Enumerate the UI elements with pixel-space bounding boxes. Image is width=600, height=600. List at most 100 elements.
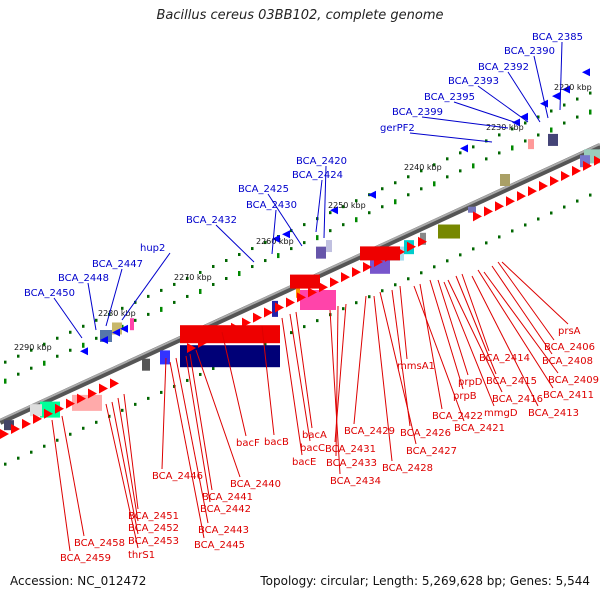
upper-callout-line bbox=[421, 116, 509, 129]
lower-gene-label: bacF bbox=[236, 438, 260, 449]
upper-gene-label: BCA_2430 bbox=[246, 200, 297, 211]
gene-block bbox=[112, 322, 122, 335]
track-dot bbox=[69, 330, 72, 334]
forward-gene-block bbox=[360, 246, 400, 261]
upper-callout-line bbox=[323, 165, 327, 239]
upper-gene-label: hup2 bbox=[140, 243, 165, 254]
track-dot bbox=[17, 456, 20, 460]
track-dot bbox=[277, 253, 280, 259]
lower-callout-line bbox=[477, 269, 554, 389]
gene-block bbox=[296, 287, 300, 298]
gene-labels: BCA_2385 BCA_2390 BCA_2392 BCA_2393 BCA_2395… bbox=[24, 32, 599, 564]
track-dot bbox=[433, 163, 436, 167]
track-dot bbox=[420, 187, 423, 191]
lower-gene-label: BCA_2428 bbox=[382, 463, 433, 474]
lower-gene-label: BCA_2451 bbox=[128, 511, 179, 522]
forward-gene-arrow bbox=[330, 277, 339, 288]
lower-callout-line bbox=[419, 283, 443, 410]
track-dot bbox=[537, 115, 540, 119]
track-dot bbox=[30, 366, 33, 370]
forward-gene-arrow bbox=[275, 302, 284, 313]
track-dot bbox=[407, 277, 410, 281]
forward-gene-arrow bbox=[66, 398, 75, 409]
track-dot bbox=[589, 91, 592, 95]
track-dot bbox=[173, 300, 176, 304]
upper-gene-label: BCA_2448 bbox=[58, 273, 109, 284]
lower-callout-line bbox=[295, 311, 313, 429]
gene-block bbox=[500, 174, 510, 186]
track-dot bbox=[433, 265, 436, 269]
track-dot bbox=[524, 139, 527, 143]
lower-callout-line bbox=[391, 289, 411, 427]
lower-gene-label: BCA_2434 bbox=[330, 476, 381, 487]
track-dot bbox=[173, 282, 176, 286]
forward-gene-arrow bbox=[33, 413, 42, 424]
lower-gene-label: BCA_2413 bbox=[528, 408, 579, 419]
reverse-gene-arrow bbox=[100, 336, 108, 344]
reverse-gene-arrow bbox=[520, 112, 528, 121]
lower-gene-label: bacE bbox=[292, 457, 316, 468]
track-dot bbox=[446, 175, 449, 179]
upper-gene-label: BCA_2424 bbox=[292, 170, 343, 181]
track-dot bbox=[134, 318, 137, 322]
lower-gene-label: BCA_2433 bbox=[326, 458, 377, 469]
track-dot bbox=[264, 343, 267, 347]
lower-gene-label: BCA_2426 bbox=[400, 428, 451, 439]
lower-callout-line bbox=[329, 309, 341, 475]
lower-gene-label: BCA_2452 bbox=[128, 523, 179, 534]
forward-gene-arrow bbox=[242, 317, 251, 328]
reverse-gene-arrow bbox=[368, 190, 376, 199]
lower-callout-line bbox=[195, 349, 241, 478]
track-dot bbox=[108, 414, 111, 418]
track-dot bbox=[342, 307, 345, 311]
track-dot bbox=[394, 181, 397, 185]
map-title: Bacillus cereus 03BB102, complete genome bbox=[156, 8, 444, 23]
scale-tick-label: 2240 kbp bbox=[404, 163, 442, 172]
lower-gene-label: BCA_2427 bbox=[406, 446, 457, 457]
gene-block bbox=[72, 394, 102, 411]
track-dot bbox=[563, 103, 566, 107]
lower-gene-label: BCA_2446 bbox=[152, 471, 203, 482]
track-dot bbox=[524, 223, 527, 227]
lower-callout-line bbox=[281, 317, 303, 456]
lower-gene-label: BCA_2458 bbox=[74, 538, 125, 549]
track-dot bbox=[238, 271, 241, 277]
upper-callout-line bbox=[533, 55, 549, 119]
lower-callout-line bbox=[461, 273, 490, 352]
track-dot bbox=[95, 420, 98, 424]
lower-gene-label: mmgD bbox=[484, 408, 518, 419]
track-dot bbox=[472, 163, 475, 169]
lower-gene-label: BCA_2429 bbox=[344, 426, 395, 437]
accession-text: Accession: NC_012472 bbox=[10, 574, 147, 588]
forward-gene-arrow bbox=[495, 201, 504, 212]
lower-gene-label: BCA_2421 bbox=[454, 423, 505, 434]
scale-tick-label: 2260 kbp bbox=[256, 237, 294, 246]
lower-gene-label: BCA_2408 bbox=[542, 356, 593, 367]
lower-gene-label: BCA_2409 bbox=[548, 375, 599, 386]
reverse-gene-arrow bbox=[120, 324, 128, 333]
lower-callout-line bbox=[455, 275, 497, 375]
track-dot bbox=[576, 115, 579, 119]
lower-gene-label: BCA_2422 bbox=[432, 411, 483, 422]
lower-gene-label: BCA_2459 bbox=[60, 553, 111, 564]
scale-tick-label: 2270 kbp bbox=[174, 273, 212, 282]
lower-gene-label: prpD bbox=[458, 377, 483, 388]
lower-gene-label: BCA_2440 bbox=[230, 479, 281, 490]
track-dot bbox=[524, 121, 527, 125]
track-dot bbox=[56, 354, 59, 358]
upper-gene-label: BCA_2399 bbox=[392, 107, 443, 118]
track-dot bbox=[43, 360, 46, 366]
lower-gene-label: prsA bbox=[558, 326, 581, 337]
gene-block bbox=[160, 350, 170, 365]
track-dot bbox=[537, 217, 540, 221]
track-dot bbox=[550, 211, 553, 215]
track-dot bbox=[342, 223, 345, 227]
track-dot bbox=[69, 432, 72, 436]
lower-gene-label: bacA bbox=[302, 430, 327, 441]
upper-callout-line bbox=[121, 252, 171, 321]
forward-gene-arrow bbox=[506, 196, 515, 207]
track-dot bbox=[342, 205, 345, 209]
track-dot bbox=[290, 247, 293, 251]
gene-block bbox=[130, 318, 134, 331]
forward-gene-arrow bbox=[418, 236, 427, 247]
